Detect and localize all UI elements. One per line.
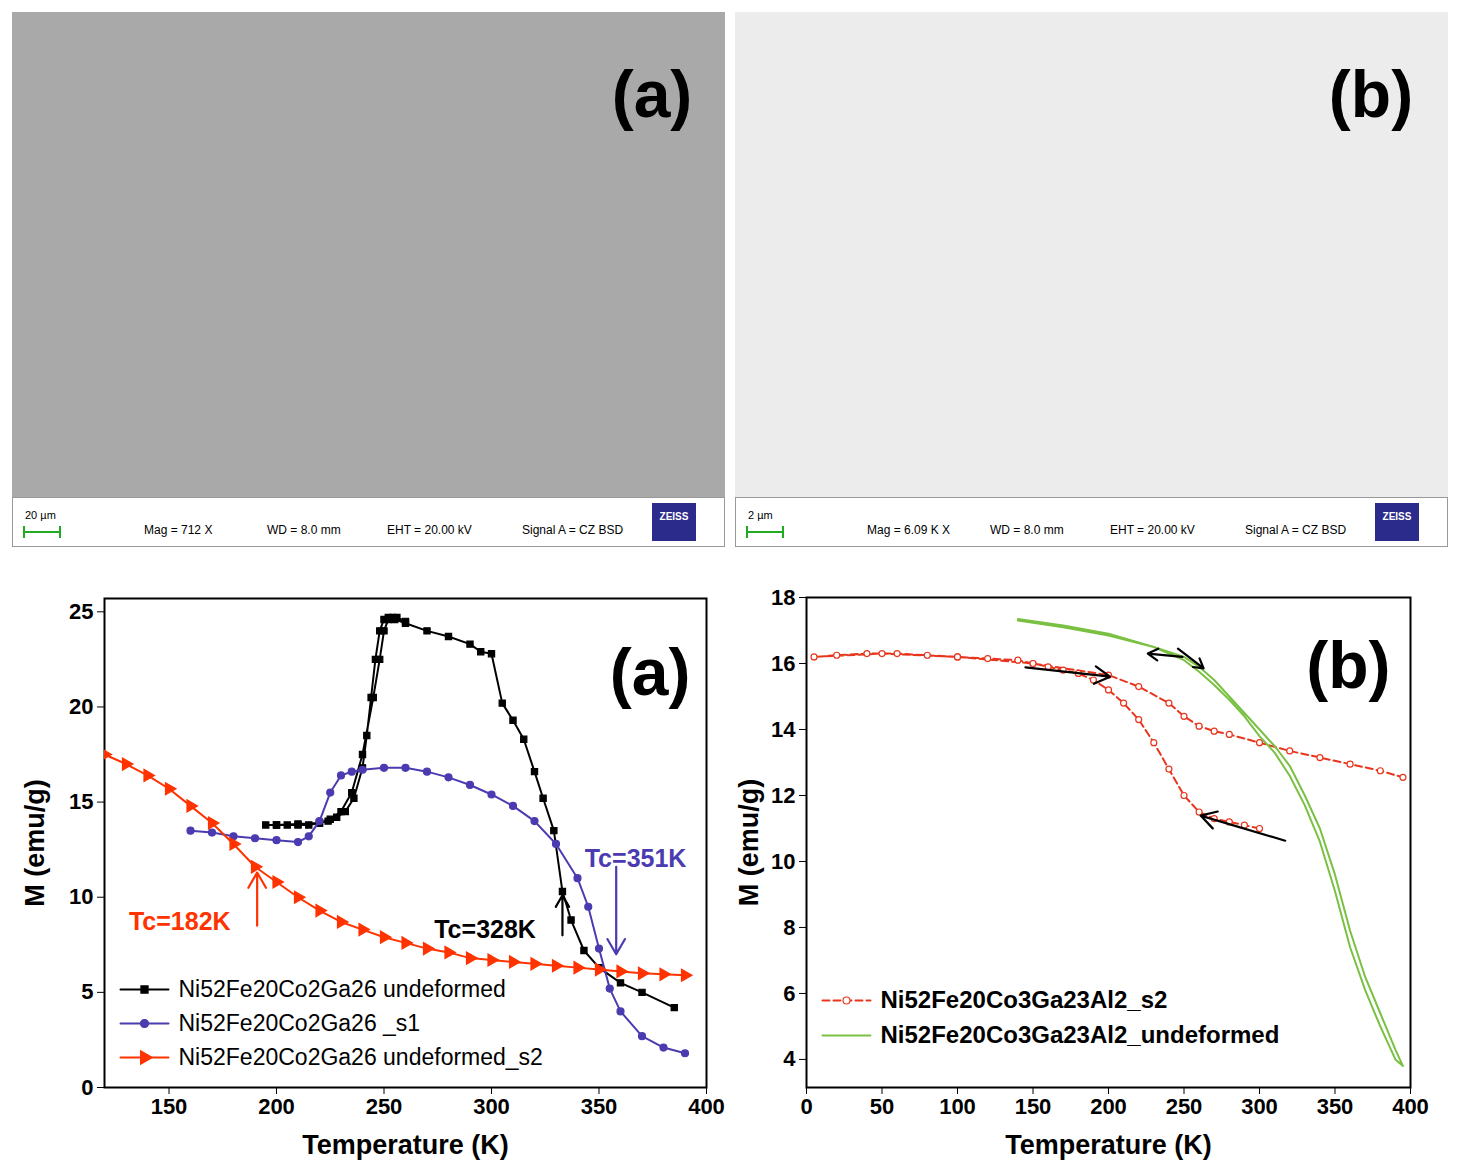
svg-text:350: 350	[581, 1094, 618, 1119]
svg-text:Ni52Fe20Co2Ga26 undeformed_s2: Ni52Fe20Co2Ga26 undeformed_s2	[179, 1044, 543, 1070]
svg-text:15: 15	[69, 789, 93, 814]
svg-text:300: 300	[473, 1094, 510, 1119]
svg-text:WD = 8.0 mm: WD = 8.0 mm	[990, 523, 1064, 537]
svg-text:Signal A = CZ BSD: Signal A = CZ BSD	[522, 523, 623, 537]
svg-text:18: 18	[771, 585, 795, 610]
svg-text:Mag = 6.09 K X: Mag = 6.09 K X	[867, 523, 950, 537]
svg-text:ZEISS: ZEISS	[660, 511, 689, 522]
svg-text:M (emu/g): M (emu/g)	[20, 779, 50, 907]
svg-text:Temperature (K): Temperature (K)	[1005, 1130, 1212, 1160]
svg-text:25: 25	[69, 599, 93, 624]
svg-text:M (emu/g): M (emu/g)	[734, 779, 764, 907]
svg-text:Temperature (K): Temperature (K)	[302, 1130, 509, 1160]
svg-text:5: 5	[81, 979, 93, 1004]
svg-text:Ni52Fe20Co2Ga26 undeformed: Ni52Fe20Co2Ga26 undeformed	[179, 976, 506, 1002]
svg-text:Tc=351K: Tc=351K	[585, 844, 687, 872]
svg-text:EHT = 20.00 kV: EHT = 20.00 kV	[387, 523, 472, 537]
svg-text:0: 0	[81, 1075, 93, 1100]
svg-text:50: 50	[870, 1094, 894, 1119]
svg-text:Ni52Fe20Co3Ga23Al2_undeformed: Ni52Fe20Co3Ga23Al2_undeformed	[881, 1021, 1280, 1048]
svg-text:6: 6	[783, 980, 795, 1005]
svg-text:0: 0	[800, 1094, 812, 1119]
svg-text:8: 8	[783, 915, 795, 940]
svg-text:16: 16	[771, 651, 795, 676]
svg-text:200: 200	[1090, 1094, 1127, 1119]
svg-text:WD = 8.0 mm: WD = 8.0 mm	[267, 523, 341, 537]
svg-text:Tc=182K: Tc=182K	[129, 907, 231, 935]
svg-text:12: 12	[771, 783, 795, 808]
svg-text:(a): (a)	[612, 57, 693, 131]
svg-text:250: 250	[1166, 1094, 1203, 1119]
svg-text:14: 14	[771, 717, 796, 742]
svg-text:(a): (a)	[610, 635, 691, 709]
svg-text:10: 10	[771, 849, 795, 874]
svg-text:(b): (b)	[1306, 628, 1390, 702]
svg-text:100: 100	[939, 1094, 976, 1119]
svg-text:200: 200	[258, 1094, 295, 1119]
svg-text:150: 150	[1015, 1094, 1052, 1119]
svg-text:Signal A = CZ BSD: Signal A = CZ BSD	[1245, 523, 1346, 537]
svg-text:ZEISS: ZEISS	[1383, 511, 1412, 522]
svg-text:Ni52Fe20Co3Ga23Al2_s2: Ni52Fe20Co3Ga23Al2_s2	[881, 986, 1168, 1013]
svg-text:150: 150	[151, 1094, 188, 1119]
svg-text:400: 400	[688, 1094, 725, 1119]
svg-text:Tc=328K: Tc=328K	[434, 915, 536, 943]
svg-text:4: 4	[783, 1046, 796, 1071]
svg-text:EHT = 20.00 kV: EHT = 20.00 kV	[1110, 523, 1195, 537]
svg-text:250: 250	[366, 1094, 403, 1119]
svg-text:20: 20	[69, 694, 93, 719]
svg-text:2 µm: 2 µm	[748, 509, 773, 521]
svg-text:300: 300	[1241, 1094, 1278, 1119]
svg-text:10: 10	[69, 884, 93, 909]
svg-text:350: 350	[1317, 1094, 1354, 1119]
svg-text:20 µm: 20 µm	[25, 509, 56, 521]
svg-text:400: 400	[1392, 1094, 1429, 1119]
svg-text:Mag = 712 X: Mag = 712 X	[144, 523, 212, 537]
svg-text:Ni52Fe20Co2Ga26 _s1: Ni52Fe20Co2Ga26 _s1	[179, 1010, 421, 1036]
svg-text:(b): (b)	[1329, 57, 1413, 131]
